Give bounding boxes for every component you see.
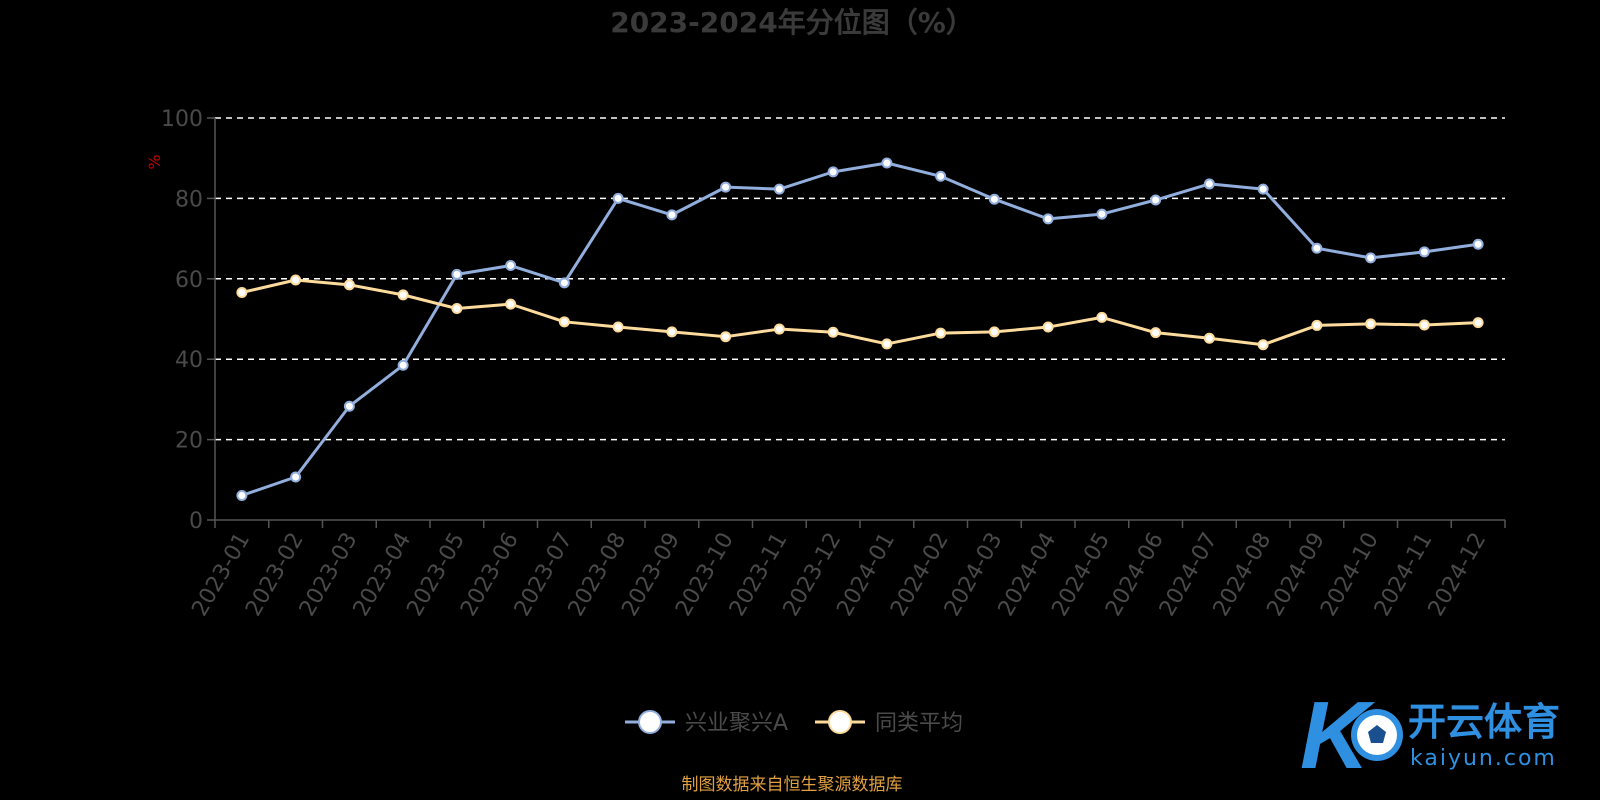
data-point	[773, 183, 785, 195]
data-point	[1365, 318, 1377, 330]
data-point	[1257, 183, 1269, 195]
y-axis-ticks: 0 20 40 60 80 100	[161, 107, 203, 534]
y-tick-label: 0	[189, 509, 203, 534]
y-tick-label: 20	[175, 429, 203, 454]
watermark-logo: K 开云体育 kaiyun.com	[1300, 682, 1560, 789]
data-point	[988, 326, 1000, 338]
data-point	[1472, 238, 1484, 250]
soccer-ball-patch	[1368, 725, 1386, 743]
series-line	[241, 278, 1479, 347]
legend-swatch-marker	[828, 710, 852, 734]
data-point	[1311, 242, 1323, 254]
data-point	[1418, 319, 1430, 331]
data-point	[1150, 327, 1162, 339]
data-point	[343, 279, 355, 291]
legend[interactable]: 兴业聚兴A 同类平均	[625, 710, 963, 736]
data-point	[397, 289, 409, 301]
data-point	[827, 166, 839, 178]
gridlines	[215, 117, 1505, 441]
data-point	[720, 181, 732, 193]
y-tick-label: 80	[175, 187, 203, 212]
data-point	[236, 286, 248, 298]
watermark-domain: kaiyun.com	[1410, 746, 1557, 771]
legend-item[interactable]: 兴业聚兴A	[625, 710, 788, 736]
data-point	[1096, 311, 1108, 323]
legend-label: 兴业聚兴A	[685, 711, 788, 736]
y-tick-label: 100	[161, 107, 203, 132]
data-point	[1472, 317, 1484, 329]
data-point	[451, 303, 463, 315]
data-point	[935, 327, 947, 339]
series-line	[241, 161, 1479, 497]
y-unit-label: %	[145, 154, 164, 169]
data-point	[1042, 321, 1054, 333]
data-point	[451, 268, 463, 280]
watermark-brand: 开云体育	[1408, 700, 1560, 744]
legend-swatch-marker	[638, 710, 662, 734]
data-point	[1203, 332, 1215, 344]
data-point	[1418, 246, 1430, 258]
data-point	[343, 400, 355, 412]
data-point	[612, 321, 624, 333]
data-point	[558, 277, 570, 289]
data-point	[881, 157, 893, 169]
data-point	[505, 260, 517, 272]
data-point	[505, 298, 517, 310]
data-point	[720, 331, 732, 343]
data-point	[1150, 194, 1162, 206]
data-source-note: 制图数据来自恒生聚源数据库	[682, 775, 903, 795]
legend-item[interactable]: 同类平均	[815, 710, 963, 736]
data-point	[773, 323, 785, 335]
data-point	[935, 170, 947, 182]
data-point	[1042, 213, 1054, 225]
data-point	[1365, 252, 1377, 264]
data-point	[666, 326, 678, 338]
data-point	[1311, 319, 1323, 331]
data-point	[290, 471, 302, 483]
data-point	[881, 338, 893, 350]
y-tick-label: 60	[175, 268, 203, 293]
data-point	[612, 192, 624, 204]
series-lines	[236, 157, 1484, 501]
data-point	[236, 489, 248, 501]
data-point	[290, 274, 302, 286]
chart-title: 2023-2024年分位图（%）	[610, 6, 974, 39]
data-point	[397, 359, 409, 371]
data-point	[1203, 178, 1215, 190]
data-point	[1096, 208, 1108, 220]
y-tick-label: 40	[175, 348, 203, 373]
axes	[207, 117, 1506, 528]
data-point	[827, 326, 839, 338]
data-point	[1257, 339, 1269, 351]
data-point	[988, 193, 1000, 205]
data-point	[558, 316, 570, 328]
legend-label: 同类平均	[875, 711, 963, 736]
data-point	[666, 209, 678, 221]
x-axis-ticks: 2023-012023-022023-032023-042023-052023-…	[187, 529, 1491, 621]
